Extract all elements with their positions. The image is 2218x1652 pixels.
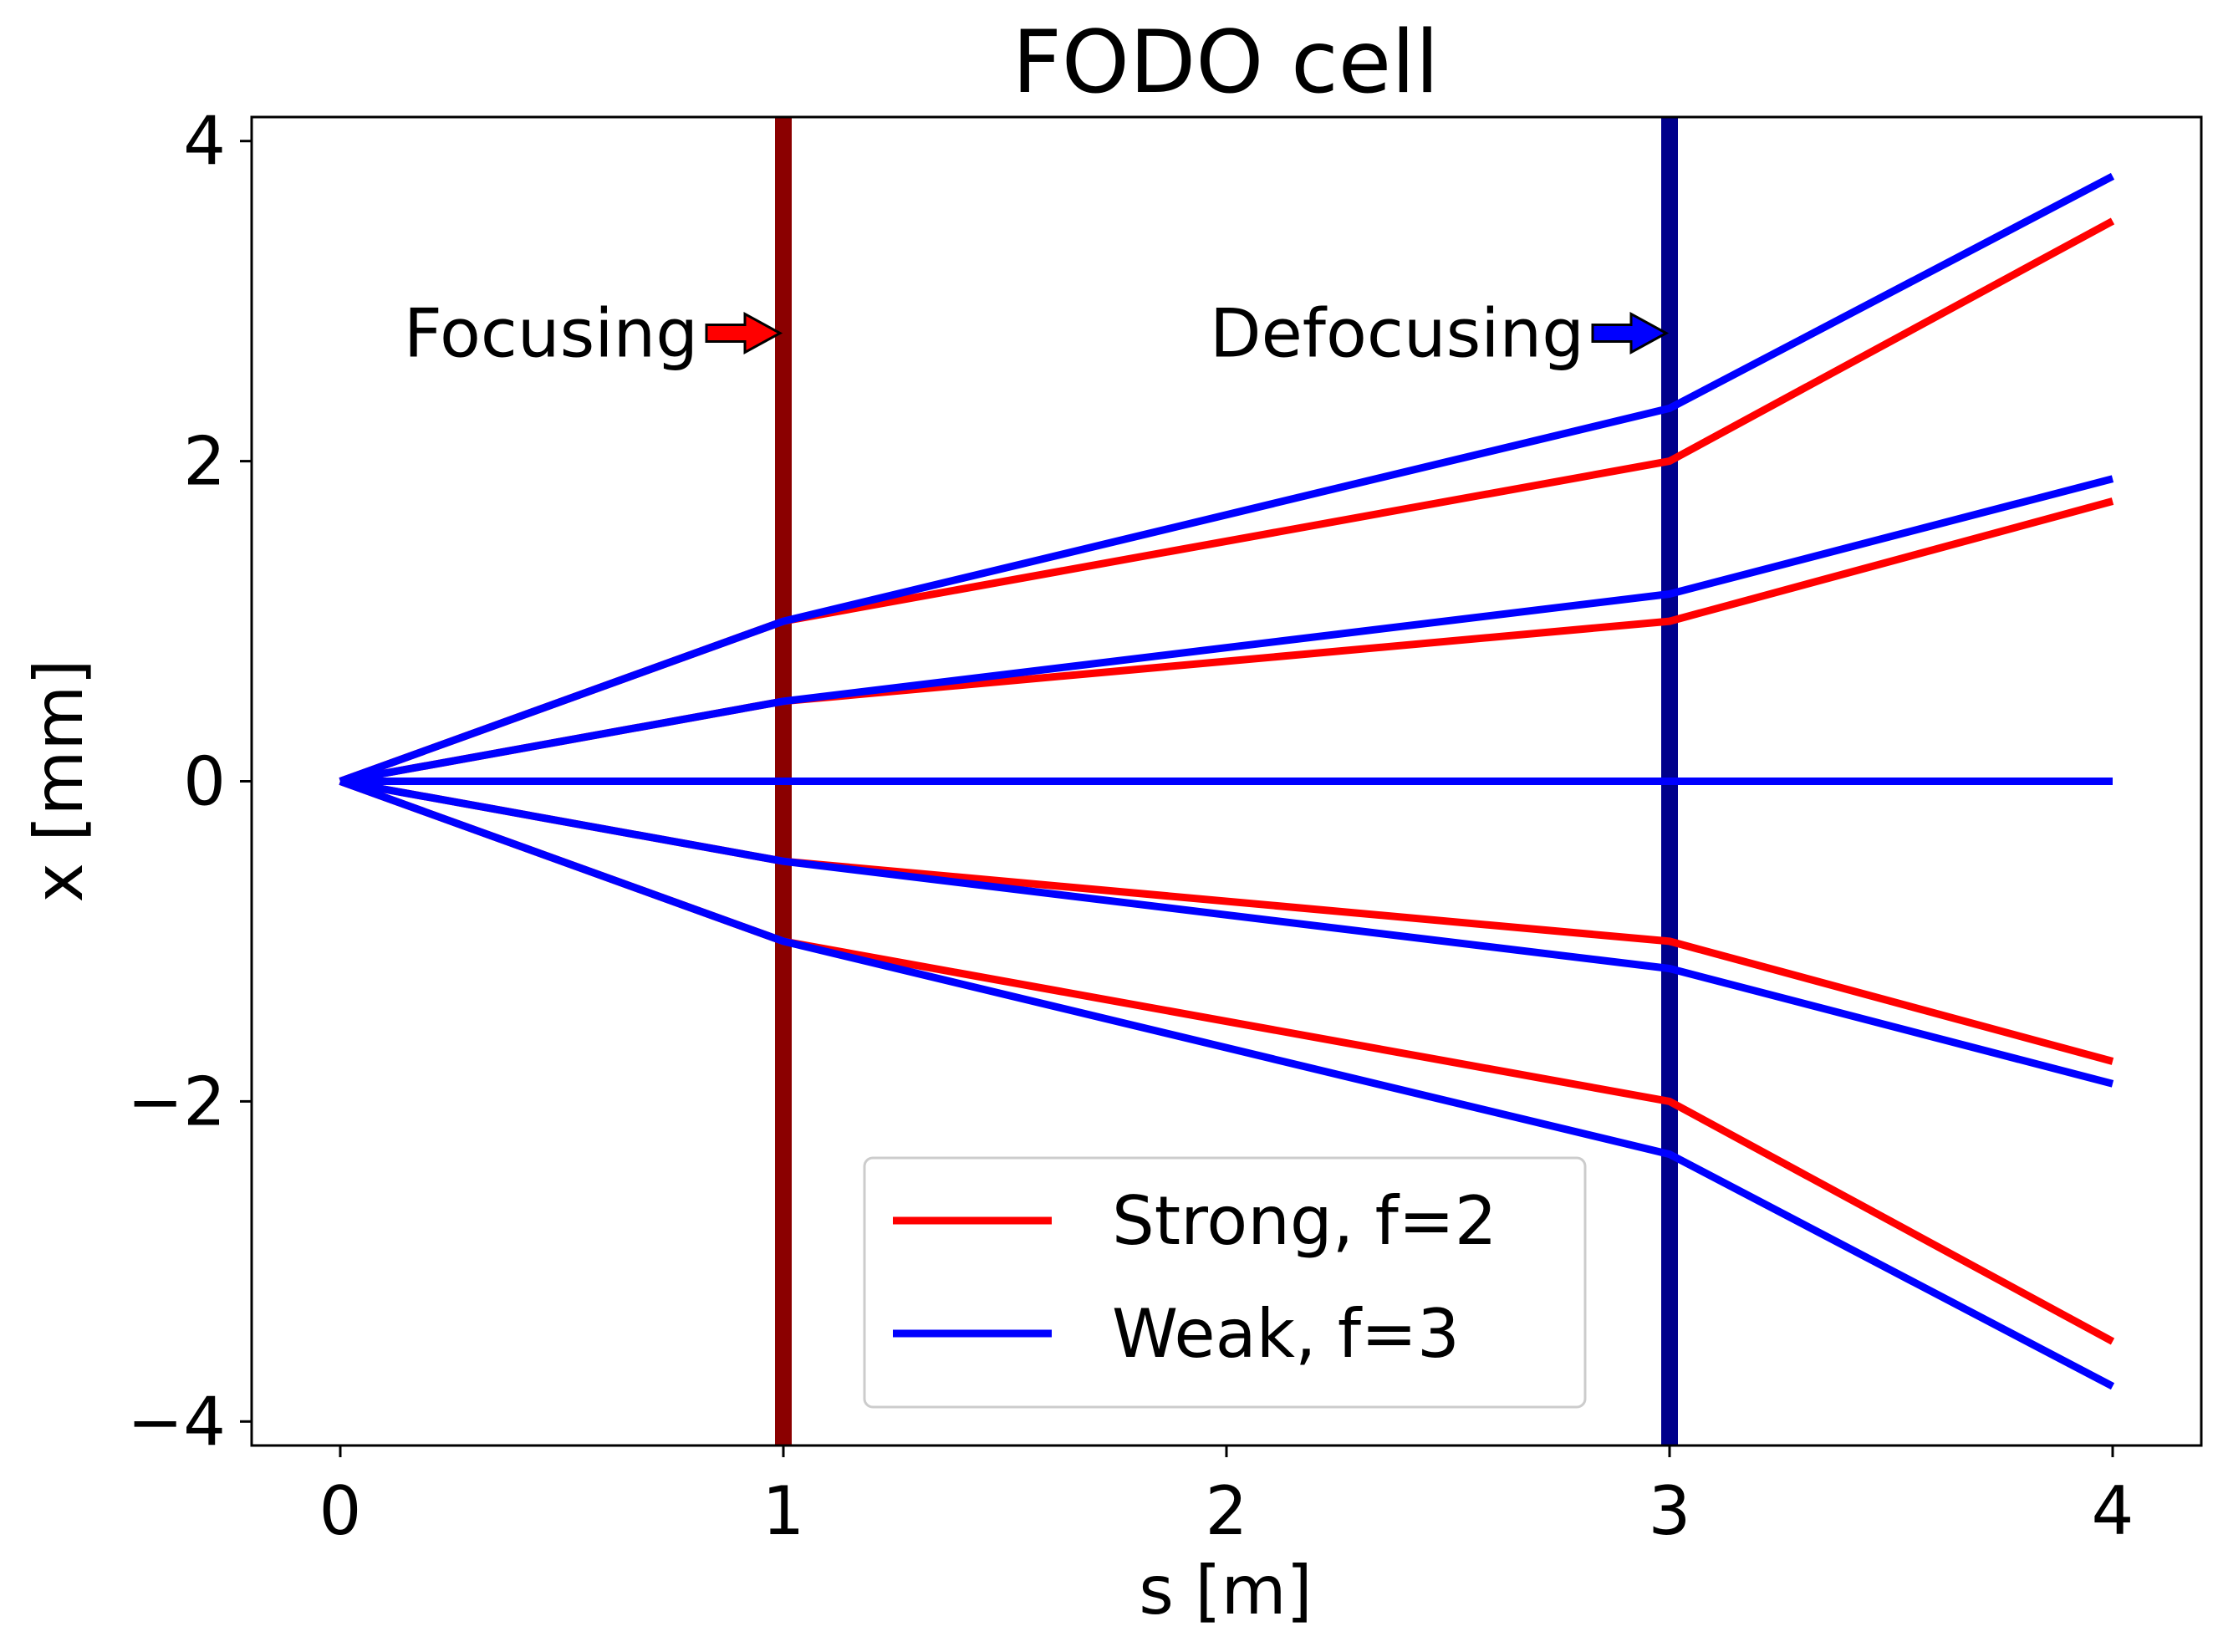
x-tick-label: 0 [319, 1472, 362, 1550]
annotation-arrow-focusing [705, 311, 783, 355]
legend: Strong, f=2 Weak, f=3 [863, 1156, 1587, 1409]
y-tick-label: 4 [183, 103, 226, 181]
y-axis-label: x [mm] [20, 659, 98, 902]
ray-line-series-1-ray-0 [339, 172, 2115, 785]
annotation-label-focusing: Focusing [404, 294, 698, 372]
annotation-arrow-defocusing [1591, 311, 1670, 355]
x-tick-label: 1 [762, 1472, 805, 1550]
y-tick-label: −4 [127, 1383, 226, 1461]
y-tick-label: −2 [127, 1063, 226, 1140]
plot-area [339, 117, 2115, 1446]
annotation-label-defocusing: Defocusing [1210, 294, 1584, 372]
x-tick-label: 2 [1206, 1472, 1248, 1550]
legend-label: Weak, f=3 [1112, 1295, 1460, 1373]
annotation-layer: Focusing Defocusing [404, 294, 1670, 372]
y-tick-label: 0 [183, 743, 226, 821]
ray-line-series-1-ray-4 [339, 778, 2115, 1390]
ray-line-series-1-ray-3 [339, 778, 2114, 1088]
chart-title: FODO cell [1012, 13, 1440, 113]
ray-layer [339, 172, 2115, 1390]
y-tick-label: 2 [183, 423, 226, 501]
ray-line-series-1-ray-1 [339, 475, 2114, 785]
legend-label: Strong, f=2 [1112, 1182, 1497, 1260]
x-tick-label: 3 [1649, 1472, 1691, 1550]
y-axis-ticks: −4 −2 0 2 4 [127, 103, 252, 1461]
x-axis-label: s [m] [1139, 1552, 1312, 1629]
x-tick-label: 4 [2092, 1472, 2134, 1550]
x-axis-ticks: 0 1 2 3 4 [319, 1446, 2134, 1550]
legend-entries: Strong, f=2 Weak, f=3 [893, 1182, 1497, 1373]
